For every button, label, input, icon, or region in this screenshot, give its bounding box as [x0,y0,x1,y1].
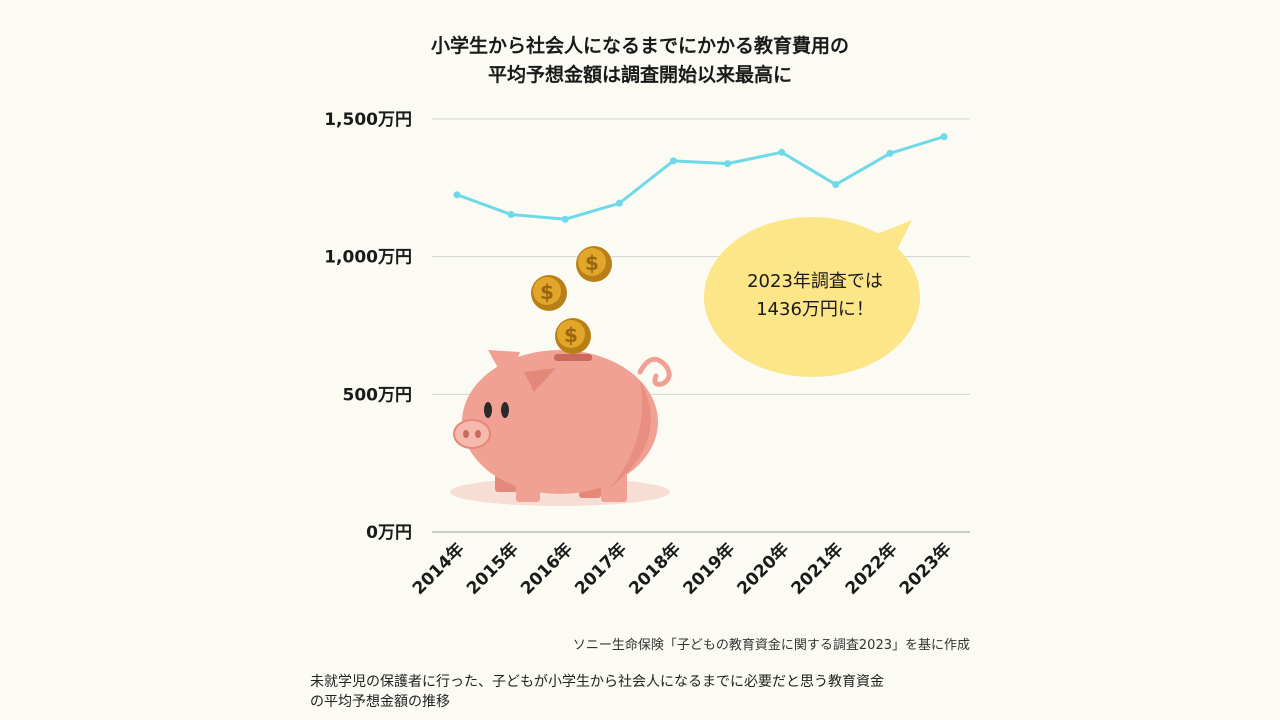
coin-3: $ [555,318,591,354]
data-point [940,133,948,141]
speech-bubble [704,217,920,377]
x-tick-label: 2017年 [571,539,631,599]
data-point [615,199,623,207]
y-tick-label: 0万円 [366,523,412,543]
x-tick-label: 2018年 [625,539,685,599]
series-polyline [456,135,945,221]
y-tick-label: 500万円 [343,385,413,405]
x-tick-label: 2021年 [787,539,847,599]
pig-eye [501,402,509,418]
data-point [669,157,677,165]
x-tick-label: 2016年 [516,539,576,599]
pig-ear [488,350,520,386]
source-note: ソニー生命保険「子どもの教育資金に関する調査2023」を基に作成 [572,638,970,653]
dollar-sign-icon: $ [564,323,578,347]
piggy-bank-illustration [450,350,672,506]
coin-1: $ [576,246,612,282]
callout-line2: 1436万円に！ [756,299,874,320]
x-tick-label: 2019年 [679,539,739,599]
data-point [778,148,786,156]
pig-tail [637,356,672,387]
caption-line2: の平均予想金額の推移 [310,694,450,710]
x-tick-label: 2022年 [841,539,901,599]
data-point [724,160,732,168]
chart-caption: 未就学児の保護者に行った、子どもが小学生から社会人になるまでに必要だと思う教育資… [310,672,990,712]
pig-body-shade [610,380,651,488]
coin-face [533,277,561,305]
pig-snout [453,419,491,449]
x-tick-label: 2023年 [895,539,955,599]
x-tick-label: 2014年 [408,539,468,599]
coin-face [557,320,585,348]
callout-text: 2023年調査では 1436万円に！ [705,268,925,324]
caption-line1: 未就学児の保護者に行った、子どもが小学生から社会人になるまでに必要だと思う教育資… [310,674,884,690]
pig-nostril [463,430,469,438]
coin-face [578,248,606,276]
dollar-sign-icon: $ [585,251,599,275]
series-line [453,133,948,223]
coin-slot [554,354,592,361]
pig-ear [524,368,556,392]
data-point [561,215,569,223]
pig-nostril [475,430,481,438]
chart-title: 小学生から社会人になるまでにかかる教育費用の 平均予想金額は調査開始以来最高に [0,32,1280,90]
chart-title-line1: 小学生から社会人になるまでにかかる教育費用の [430,35,849,57]
coin-2: $ [531,275,567,311]
x-tick-label: 2015年 [462,539,522,599]
speech-bubble-body [704,217,920,377]
chart-title-line2: 平均予想金額は調査開始以来最高に [487,64,792,86]
pig-eye [484,402,492,418]
x-tick-label: 2020年 [733,539,793,599]
y-tick-label: 1,500万円 [324,110,412,130]
y-axis-ticks: 0万円 500万円 1,000万円 1,500万円 [324,110,412,543]
x-axis-ticks: 2014年2015年2016年2017年2018年2019年2020年2021年… [408,539,955,599]
data-point [453,191,461,199]
y-tick-label: 1,000万円 [324,248,412,268]
data-point [832,181,840,189]
dollar-sign-icon: $ [540,280,554,304]
data-point [507,211,515,219]
pig-body [462,350,658,494]
callout-line1: 2023年調査では [747,271,883,292]
data-point [886,149,894,157]
